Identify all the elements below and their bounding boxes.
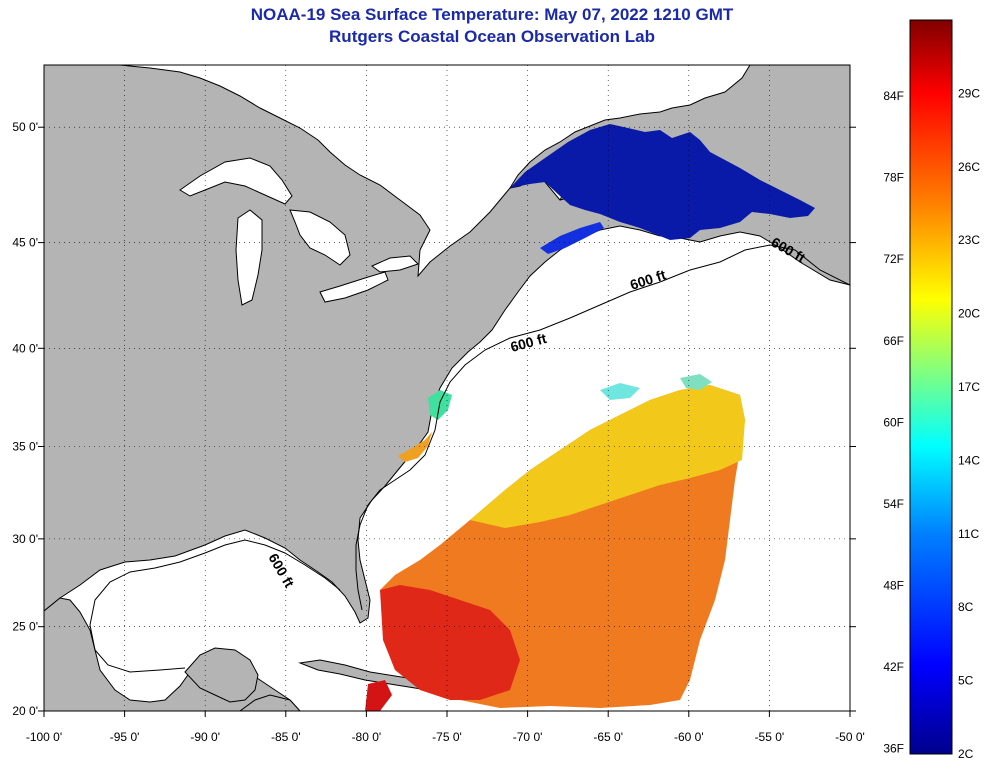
sst-light-cyan-patch [600, 383, 640, 400]
sst-nc-coast [398, 432, 432, 462]
sst-chesapeake [428, 390, 452, 420]
lat-tick-label: 35 0' [12, 439, 38, 453]
isobath-600ft-gulf [89, 539, 341, 673]
colorbar-c-label: 8C [958, 600, 974, 614]
lake-ontario [371, 255, 419, 273]
colorbar-c-label: 17C [958, 380, 980, 394]
colorbar-f-label: 54F [883, 497, 904, 511]
colorbar-c-label: 26C [958, 160, 980, 174]
lon-tick-label: -65 0' [593, 730, 623, 744]
colorbar-c-label: 14C [958, 453, 980, 467]
lon-tick-label: -75 0' [432, 730, 462, 744]
lat-tick-label: 40 0' [12, 341, 38, 355]
lon-tick-label: -60 0' [674, 730, 704, 744]
sst-warm-red-south [380, 585, 520, 700]
colorbar-f-label: 72F [883, 252, 904, 266]
colorbar-f-label: 84F [883, 89, 904, 103]
lon-tick-label: -70 0' [513, 730, 543, 744]
sst-st-lawrence-estuary [540, 222, 604, 254]
colorbar-ticks: 36F 42F 48F 54F 60F 66F 72F 78F 84F 2C 5C 8C 11C 14C 1… [883, 86, 980, 761]
isobath-600ft-atlantic [355, 244, 850, 611]
colorbar [909, 19, 953, 755]
colorbar-f-label: 36F [883, 742, 904, 756]
colorbar-f-label: 78F [883, 171, 904, 185]
sst-bahamas-red [365, 680, 392, 711]
lon-tick-label: -100 0' [26, 730, 62, 744]
map-title: NOAA-19 Sea Surface Temperature: May 07,… [0, 4, 984, 48]
lon-tick-label: -95 0' [110, 730, 140, 744]
colorbar-f-label: 60F [883, 415, 904, 429]
sst-warm-yellow-north [470, 385, 745, 528]
colorbar-f-label: 42F [883, 660, 904, 674]
land-us-east [44, 65, 672, 624]
land-yucatan [184, 647, 259, 703]
axis-ticks: -100 0' -95 0' -90 0' -85 0' -80 0' -75 0' -70… [12, 120, 864, 744]
lake-superior [179, 157, 293, 205]
colorbar-c-label: 5C [958, 674, 974, 688]
lat-tick-label: 20 0' [12, 704, 38, 718]
lon-tick-label: -85 0' [271, 730, 301, 744]
sst-cyan-patch-2 [680, 374, 712, 390]
land-central-america [239, 694, 301, 711]
title-line-1: NOAA-19 Sea Surface Temperature: May 07,… [250, 5, 734, 24]
lon-tick-label: -55 0' [755, 730, 785, 744]
colorbar-c-label: 20C [958, 307, 980, 321]
title-line-2: Rutgers Coastal Ocean Observation Lab [329, 27, 655, 46]
lon-tick-label: -50 0' [835, 730, 865, 744]
colorbar-c-label: 23C [958, 233, 980, 247]
colorbar-f-label: 48F [883, 578, 904, 592]
sst-gulf-st-lawrence [510, 124, 815, 240]
colorbar-c-label: 29C [958, 86, 980, 100]
lake-erie [319, 271, 389, 303]
colorbar-c-label: 2C [958, 747, 974, 761]
colorbar-c-label: 11C [958, 527, 979, 541]
lake-michigan [235, 209, 263, 306]
lake-huron [289, 209, 351, 266]
lat-tick-label: 30 0' [12, 532, 38, 546]
lat-tick-label: 25 0' [12, 620, 38, 634]
lat-tick-label: 50 0' [12, 120, 38, 134]
lat-tick-label: 45 0' [12, 236, 38, 250]
lon-tick-label: -90 0' [190, 730, 220, 744]
lon-tick-label: -80 0' [352, 730, 382, 744]
colorbar-f-label: 66F [883, 334, 904, 348]
